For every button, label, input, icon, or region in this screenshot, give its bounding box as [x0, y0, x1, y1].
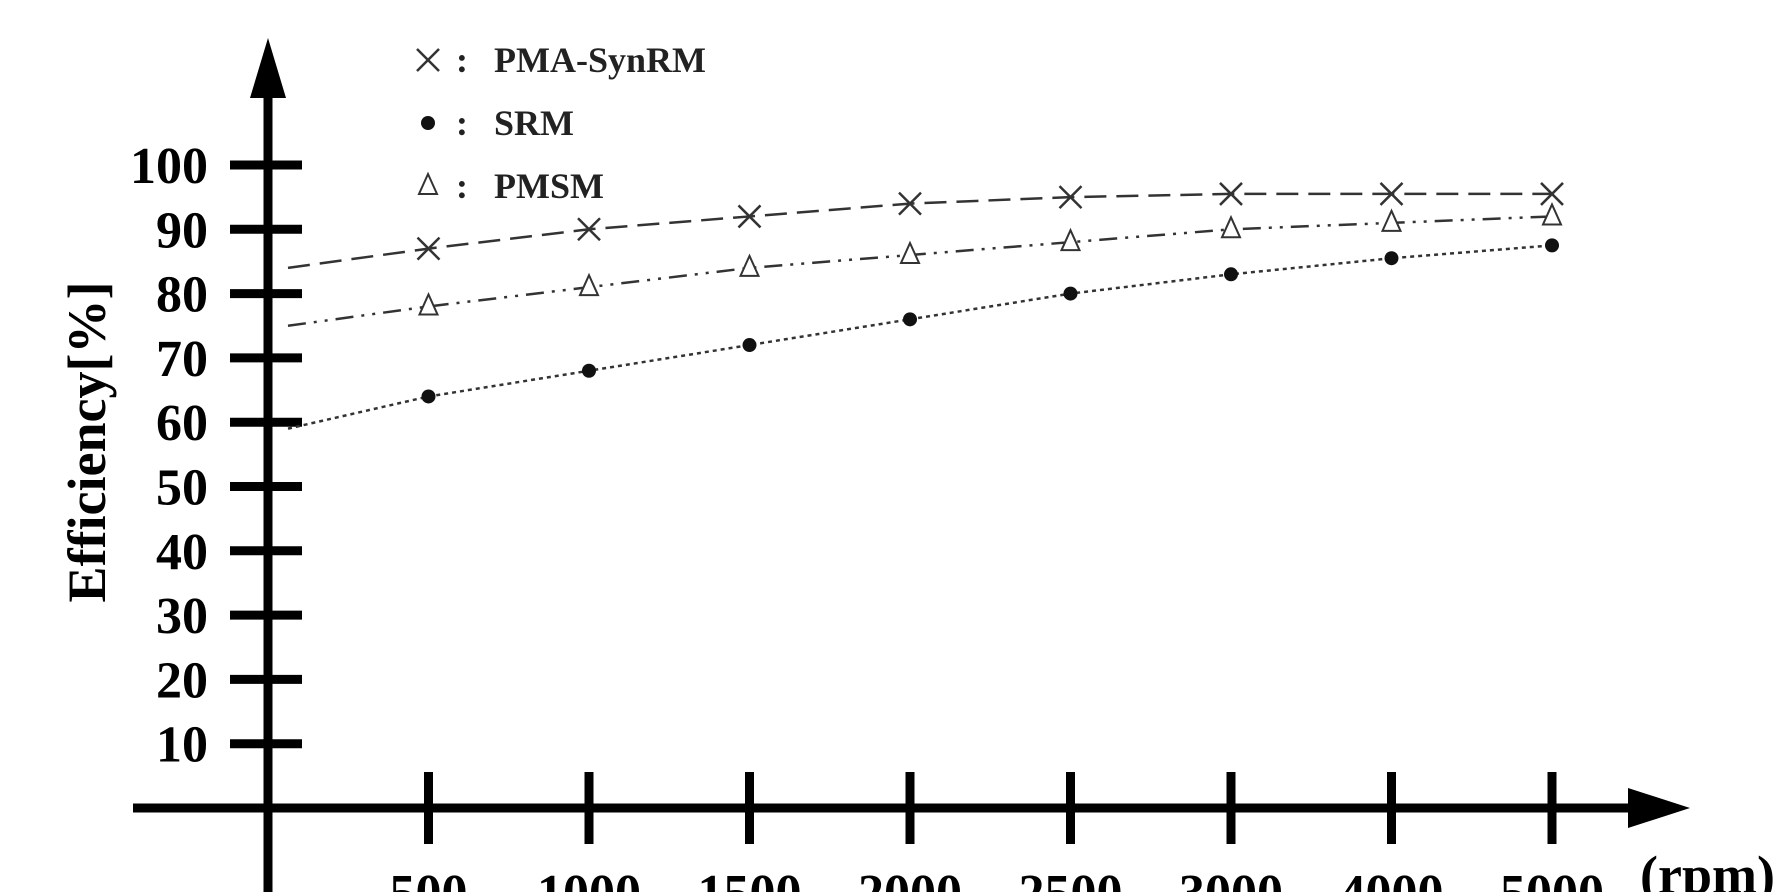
y-tick-label: 50 [156, 460, 208, 517]
legend-separator: : [456, 40, 468, 80]
x-marker [577, 217, 601, 242]
triangle-marker [899, 240, 921, 265]
x-marker [737, 204, 762, 229]
y-tick-label: 90 [156, 202, 208, 259]
y-tick-label: 70 [156, 331, 208, 388]
legend-entry-label: PMA-SynRM [494, 40, 706, 80]
dot-marker [1545, 238, 1559, 253]
triangle-marker [417, 292, 440, 316]
y-axis-title: Efficiency[%] [57, 282, 117, 603]
y-tick-label: 30 [156, 588, 208, 645]
series-group [287, 182, 1564, 430]
x-tick-label: 5000 [1500, 865, 1604, 892]
triangle-marker [417, 171, 439, 195]
y-tick-label: 40 [156, 524, 208, 581]
triangle-marker [1059, 227, 1082, 252]
dot-marker [1384, 251, 1399, 266]
dot-marker [421, 389, 436, 404]
x-tick-label: 1500 [698, 865, 802, 892]
dot-marker [1063, 286, 1078, 301]
x-axis-arrow [1628, 788, 1690, 828]
x-marker [1540, 182, 1564, 206]
x-tick-label: 4000 [1340, 865, 1444, 892]
series-line-srm [287, 244, 1553, 430]
y-axis-arrow [250, 38, 286, 98]
dot-marker [1224, 267, 1238, 282]
x-marker [416, 48, 440, 72]
legend-entry-label: PMSM [494, 166, 604, 206]
x-ticks: 500 1000 1500 2000 2500 3000 4000 5000 [390, 772, 1604, 892]
dot-marker [742, 338, 757, 353]
x-tick-label: 2500 [1019, 865, 1123, 892]
x-marker [1379, 182, 1404, 206]
y-tick-label: 80 [156, 267, 208, 324]
y-tick-label: 100 [130, 138, 208, 195]
axes [133, 38, 1690, 892]
legend-separator: : [456, 103, 468, 143]
triangle-marker [1541, 202, 1563, 226]
legend-separator: : [456, 166, 468, 206]
legend: : PMA-SynRM: SRM: PMSM [416, 40, 706, 206]
x-marker [1058, 185, 1083, 210]
legend-entry-label: SRM [494, 103, 574, 143]
y-tick-label: 20 [156, 652, 208, 709]
series-line-pmsm [287, 215, 1553, 327]
y-tick-label: 60 [156, 395, 208, 452]
x-tick-label: 500 [390, 865, 468, 892]
x-marker [898, 191, 922, 216]
x-marker [416, 236, 441, 261]
x-tick-label: 2000 [858, 865, 962, 892]
x-tick-label: 1000 [537, 865, 641, 892]
x-marker [1219, 182, 1243, 206]
y-ticks: 10 20 30 40 50 60 70 80 90 100 [130, 138, 302, 774]
x-tick-label: 3000 [1179, 865, 1283, 892]
triangle-marker [738, 253, 761, 277]
dot-marker [582, 363, 596, 378]
y-tick-label: 10 [156, 717, 208, 774]
dot-marker [903, 312, 917, 327]
x-axis-unit-label: (rpm) [1640, 845, 1775, 892]
dot-marker [421, 116, 435, 130]
triangle-marker [1220, 214, 1242, 239]
triangle-marker [578, 272, 600, 297]
series-line-pma-synrm [287, 192, 1552, 270]
triangle-marker [1380, 208, 1403, 232]
